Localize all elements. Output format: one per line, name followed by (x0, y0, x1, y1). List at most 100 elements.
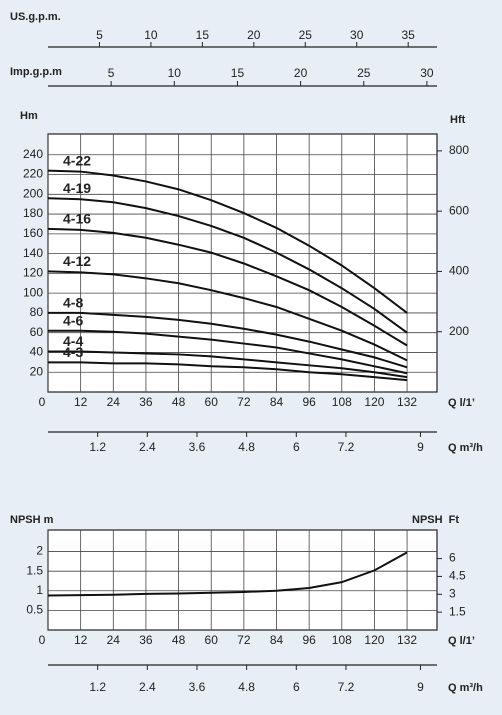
y2-axis-label: NPSH Ft (412, 514, 459, 526)
y2-tick-label: 3 (449, 586, 456, 600)
y2-tick-label: 6 (449, 551, 456, 565)
x-tick-label: 72 (237, 395, 251, 409)
curve-label: 4-4 (63, 333, 83, 349)
axis-title: Q m³/h (448, 442, 483, 454)
y-tick-label: 0.5 (26, 603, 43, 617)
x-tick-label: 72 (237, 633, 251, 647)
tick-label: 10 (144, 28, 158, 42)
y-tick-label: 40 (30, 345, 44, 359)
x-tick-label: 132 (397, 633, 417, 647)
tick-label: 3.6 (189, 680, 206, 694)
y-tick-label: 140 (23, 246, 43, 260)
x-tick-label: 12 (74, 633, 88, 647)
tick-label: 7.2 (338, 680, 355, 694)
curve (47, 227, 408, 347)
x-tick-label: 36 (139, 633, 153, 647)
axis-title: Imp.g.p.m (10, 66, 62, 78)
y-axis-label: NPSH m (10, 514, 54, 526)
y-tick-label: 100 (23, 285, 43, 299)
y-tick-label: 220 (23, 167, 43, 181)
y2-tick-label: 400 (449, 264, 469, 278)
tick-label: 3.6 (189, 440, 206, 454)
tick-label: 20 (247, 28, 261, 42)
tick-label: 35 (402, 28, 416, 42)
y-tick-label: 60 (30, 325, 44, 339)
y2-tick-label: 4.5 (449, 569, 466, 583)
tick-label: 6 (293, 440, 300, 454)
tick-label: 30 (350, 28, 364, 42)
tick-label: 9 (417, 680, 424, 694)
y-tick-label: 200 (23, 186, 43, 200)
curve-label: 4-16 (63, 211, 91, 227)
curve-label: 4-22 (63, 152, 91, 168)
tick-label: 15 (231, 66, 245, 80)
tick-label: 30 (420, 66, 434, 80)
tick-label: 5 (108, 66, 115, 80)
y2-tick-label: 1.5 (449, 604, 466, 618)
x-tick-label: 108 (332, 633, 352, 647)
x-tick-label: 60 (205, 395, 219, 409)
x-tick-label: 24 (107, 395, 121, 409)
y2-tick-label: 800 (449, 143, 469, 157)
y-tick-label: 180 (23, 206, 43, 220)
y2-axis-label: Hft (450, 114, 466, 126)
curve (48, 361, 408, 382)
x-tick-label: 132 (397, 395, 417, 409)
curve (47, 551, 408, 597)
x-tick-label: 48 (172, 395, 186, 409)
y-axis-label: Hm (20, 110, 38, 122)
y-tick-label: 80 (30, 305, 44, 319)
y-tick-label: 2 (36, 544, 43, 558)
x-tick-label: 48 (172, 633, 186, 647)
tick-label: 1.2 (89, 680, 106, 694)
tick-label: 1.2 (89, 440, 106, 454)
curve-label: 4-3 (63, 344, 83, 360)
curve-label: 4-8 (63, 295, 83, 311)
x-tick-label: 60 (205, 633, 219, 647)
curve-label: 4-6 (63, 312, 83, 328)
tick-label: 9 (417, 440, 424, 454)
x-tick-label: 120 (364, 395, 384, 409)
tick-label: 2.4 (139, 440, 156, 454)
x-tick-label: 24 (107, 633, 121, 647)
curve (48, 311, 408, 369)
tick-label: 4.8 (238, 440, 255, 454)
x-tick-label: 36 (139, 395, 153, 409)
curve (48, 350, 408, 379)
x-axis-label: Q l/1’ (448, 397, 475, 409)
x-tick-label: 96 (302, 633, 316, 647)
tick-label: 10 (168, 66, 182, 80)
tick-label: 20 (294, 66, 308, 80)
y2-tick-label: 600 (449, 203, 469, 217)
y-tick-label: 1 (36, 583, 43, 597)
tick-label: 6 (293, 680, 300, 694)
tick-label: 2.4 (139, 680, 156, 694)
y-tick-label: 20 (30, 364, 44, 378)
curve (47, 197, 408, 334)
y-tick-label: 240 (23, 147, 43, 161)
curve (48, 329, 408, 375)
tick-label: 25 (357, 66, 371, 80)
y-tick-label: 160 (23, 226, 43, 240)
plot-area (47, 529, 438, 631)
x-tick-label: 0 (39, 395, 46, 409)
y-tick-label: 120 (23, 266, 43, 280)
tick-label: 25 (299, 28, 313, 42)
curve-label: 4-12 (63, 253, 91, 269)
curve (47, 270, 408, 362)
x-axis-label: Q l/1’ (448, 635, 475, 647)
x-tick-label: 120 (364, 633, 384, 647)
x-tick-label: 84 (270, 395, 284, 409)
curve-label: 4-19 (63, 180, 91, 196)
tick-label: 4.8 (238, 680, 255, 694)
tick-label: 15 (196, 28, 210, 42)
tick-label: 7.2 (338, 440, 355, 454)
x-tick-label: 0 (39, 633, 46, 647)
x-tick-label: 108 (332, 395, 352, 409)
axis-title: Q m³/h (448, 682, 483, 694)
x-tick-label: 84 (270, 633, 284, 647)
x-tick-label: 96 (302, 395, 316, 409)
x-tick-label: 12 (74, 395, 88, 409)
